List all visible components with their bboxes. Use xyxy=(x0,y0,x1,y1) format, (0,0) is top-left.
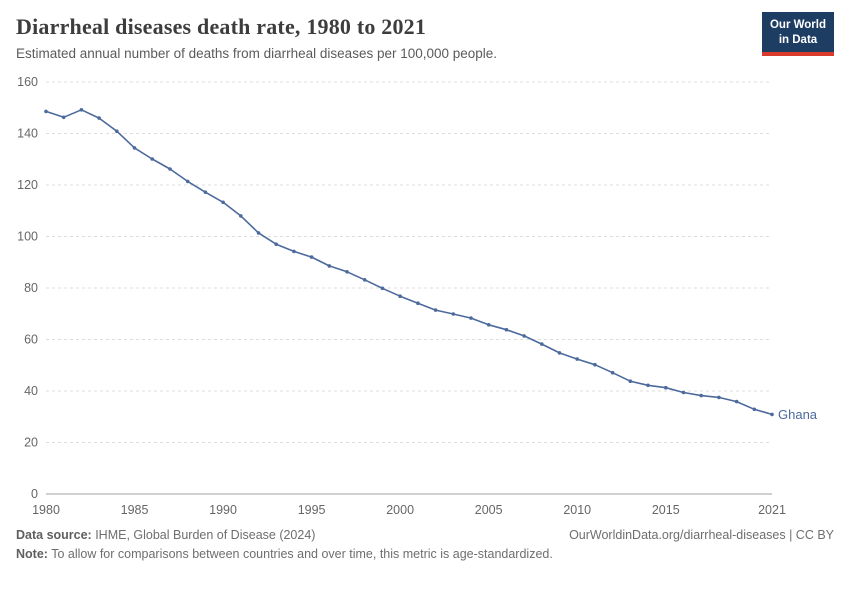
data-point[interactable] xyxy=(770,412,774,417)
data-point[interactable] xyxy=(628,379,633,384)
data-point[interactable] xyxy=(575,357,579,361)
note-label: Note: xyxy=(16,547,48,562)
data-point[interactable] xyxy=(486,323,491,327)
x-tick-label: 2005 xyxy=(475,503,503,517)
data-point[interactable] xyxy=(380,286,385,291)
chart-subtitle: Estimated annual number of deaths from d… xyxy=(16,46,498,61)
data-point[interactable] xyxy=(97,116,101,120)
data-point[interactable] xyxy=(362,278,367,282)
x-tick-label: 2015 xyxy=(652,503,680,517)
data-point[interactable] xyxy=(752,407,757,412)
y-tick-label: 20 xyxy=(24,436,38,450)
series-line[interactable] xyxy=(45,109,773,416)
data-source-label: Data source: xyxy=(16,528,92,542)
data-point[interactable] xyxy=(646,383,650,388)
data-point[interactable] xyxy=(540,342,544,346)
owid-logo-line2: in Data xyxy=(778,33,818,46)
data-point[interactable] xyxy=(557,351,562,355)
y-tick-label: 120 xyxy=(17,178,38,192)
owid-url-link[interactable]: OurWorldinData.org/diarrheal-diseases | … xyxy=(569,528,834,542)
y-gridlines: 0 20 40 60 80 100 120 140 160 xyxy=(17,75,772,501)
data-point[interactable] xyxy=(44,109,48,114)
data-point[interactable] xyxy=(115,129,119,133)
chart-title: Diarrheal diseases death rate, 1980 to 2… xyxy=(16,14,427,39)
y-tick-label: 0 xyxy=(31,487,38,501)
series-ghana[interactable]: Ghana xyxy=(44,108,818,422)
chart-area: 0 20 40 60 80 100 120 140 160 1980 1985 1990 1995 200… xyxy=(0,70,850,522)
x-tick-label: 2010 xyxy=(563,503,591,517)
data-point[interactable] xyxy=(681,390,686,395)
x-tick-label: 1995 xyxy=(298,503,326,517)
data-point[interactable] xyxy=(699,393,703,398)
data-source: Data source: IHME, Global Burden of Dise… xyxy=(16,526,315,545)
x-tick-label: 1980 xyxy=(32,503,60,517)
x-tick-label: 1985 xyxy=(121,503,149,517)
data-point[interactable] xyxy=(292,249,296,254)
data-point[interactable] xyxy=(79,108,84,112)
data-point[interactable] xyxy=(433,308,438,312)
data-point[interactable] xyxy=(504,327,509,332)
data-point[interactable] xyxy=(203,190,208,194)
data-point[interactable] xyxy=(717,395,721,400)
data-point[interactable] xyxy=(221,200,225,205)
data-point[interactable] xyxy=(451,312,456,316)
data-point[interactable] xyxy=(593,362,597,367)
y-tick-label: 40 xyxy=(24,384,38,398)
data-point[interactable] xyxy=(327,264,332,268)
x-tick-label: 2000 xyxy=(386,503,414,517)
x-tick-label: 1990 xyxy=(209,503,237,517)
owid-logo-line1: Our World xyxy=(769,19,826,31)
data-point[interactable] xyxy=(469,316,473,320)
data-point[interactable] xyxy=(398,294,402,298)
y-tick-label: 60 xyxy=(24,333,38,347)
data-point[interactable] xyxy=(185,179,190,184)
line-chart-canvas: 0 20 40 60 80 100 120 140 160 1980 1985 1990 1995 200… xyxy=(17,75,818,517)
x-tick-label: 2021 xyxy=(758,503,786,517)
data-source-text: IHME, Global Burden of Disease (2024) xyxy=(91,528,316,542)
chart-header: Diarrheal diseases death rate, 1980 to 2… xyxy=(0,0,850,70)
data-point[interactable] xyxy=(239,214,243,218)
data-point[interactable] xyxy=(610,370,615,375)
data-point[interactable] xyxy=(522,334,526,338)
data-point[interactable] xyxy=(664,385,668,390)
data-point[interactable] xyxy=(345,270,349,274)
y-tick-label: 160 xyxy=(17,75,38,89)
data-point[interactable] xyxy=(132,146,137,150)
y-tick-label: 100 xyxy=(17,230,38,244)
owid-logo[interactable]: Our World in Data xyxy=(762,12,834,56)
y-tick-label: 140 xyxy=(17,127,38,141)
data-point[interactable] xyxy=(150,157,154,161)
chart-footer: Data source: IHME, Global Burden of Dise… xyxy=(0,522,850,565)
data-point[interactable] xyxy=(168,167,172,171)
data-point[interactable] xyxy=(256,231,261,235)
data-point[interactable] xyxy=(274,242,279,246)
y-tick-label: 80 xyxy=(24,281,38,295)
data-point[interactable] xyxy=(61,115,66,120)
data-point[interactable] xyxy=(416,301,420,305)
data-point[interactable] xyxy=(734,399,739,404)
note-text: To allow for comparisons between countri… xyxy=(47,547,553,562)
series-end-label[interactable]: Ghana xyxy=(778,407,818,422)
x-tick-labels: 1980 1985 1990 1995 2000 2005 2010 2015 2021 xyxy=(32,503,786,517)
data-point[interactable] xyxy=(309,255,314,259)
chart-note: Note: To allow for comparisons between c… xyxy=(16,545,553,564)
